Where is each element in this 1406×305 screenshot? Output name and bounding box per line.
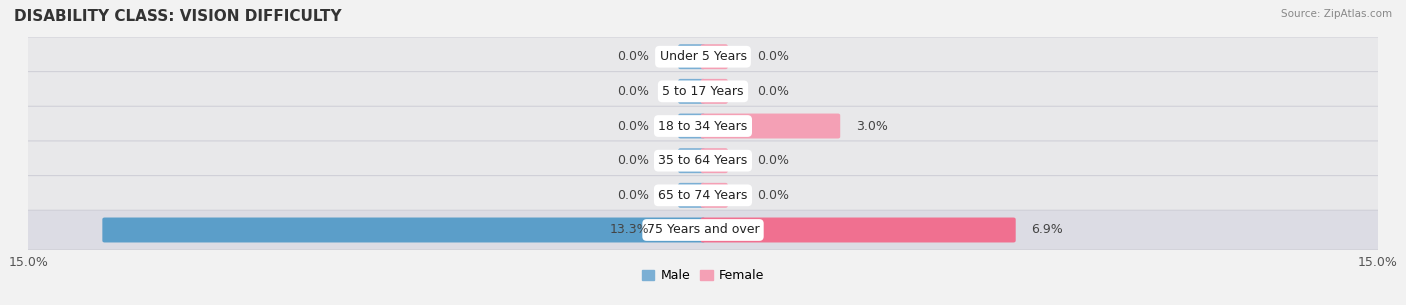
Text: 18 to 34 Years: 18 to 34 Years [658, 120, 748, 132]
Text: 5 to 17 Years: 5 to 17 Years [662, 85, 744, 98]
FancyBboxPatch shape [21, 176, 1385, 215]
Text: 0.0%: 0.0% [617, 85, 650, 98]
FancyBboxPatch shape [700, 113, 841, 138]
Text: 0.0%: 0.0% [756, 154, 789, 167]
Text: 0.0%: 0.0% [756, 189, 789, 202]
Text: 0.0%: 0.0% [617, 50, 650, 63]
Text: 0.0%: 0.0% [756, 85, 789, 98]
FancyBboxPatch shape [21, 37, 1385, 77]
FancyBboxPatch shape [700, 79, 728, 104]
FancyBboxPatch shape [678, 113, 706, 138]
FancyBboxPatch shape [678, 44, 706, 69]
FancyBboxPatch shape [700, 44, 728, 69]
FancyBboxPatch shape [21, 106, 1385, 146]
Text: 0.0%: 0.0% [617, 120, 650, 132]
Text: 6.9%: 6.9% [1032, 224, 1063, 236]
FancyBboxPatch shape [700, 148, 728, 173]
Text: 75 Years and over: 75 Years and over [647, 224, 759, 236]
Legend: Male, Female: Male, Female [641, 269, 765, 282]
FancyBboxPatch shape [678, 148, 706, 173]
Text: 65 to 74 Years: 65 to 74 Years [658, 189, 748, 202]
Text: 0.0%: 0.0% [617, 154, 650, 167]
Text: 13.3%: 13.3% [609, 224, 650, 236]
Text: 0.0%: 0.0% [756, 50, 789, 63]
FancyBboxPatch shape [678, 183, 706, 208]
Text: 35 to 64 Years: 35 to 64 Years [658, 154, 748, 167]
Text: 3.0%: 3.0% [856, 120, 887, 132]
FancyBboxPatch shape [678, 79, 706, 104]
FancyBboxPatch shape [103, 217, 706, 242]
Text: Source: ZipAtlas.com: Source: ZipAtlas.com [1281, 9, 1392, 19]
FancyBboxPatch shape [700, 183, 728, 208]
FancyBboxPatch shape [21, 141, 1385, 181]
Text: DISABILITY CLASS: VISION DIFFICULTY: DISABILITY CLASS: VISION DIFFICULTY [14, 9, 342, 24]
FancyBboxPatch shape [21, 210, 1385, 250]
FancyBboxPatch shape [700, 217, 1015, 242]
Text: 0.0%: 0.0% [617, 189, 650, 202]
Text: Under 5 Years: Under 5 Years [659, 50, 747, 63]
FancyBboxPatch shape [21, 72, 1385, 111]
